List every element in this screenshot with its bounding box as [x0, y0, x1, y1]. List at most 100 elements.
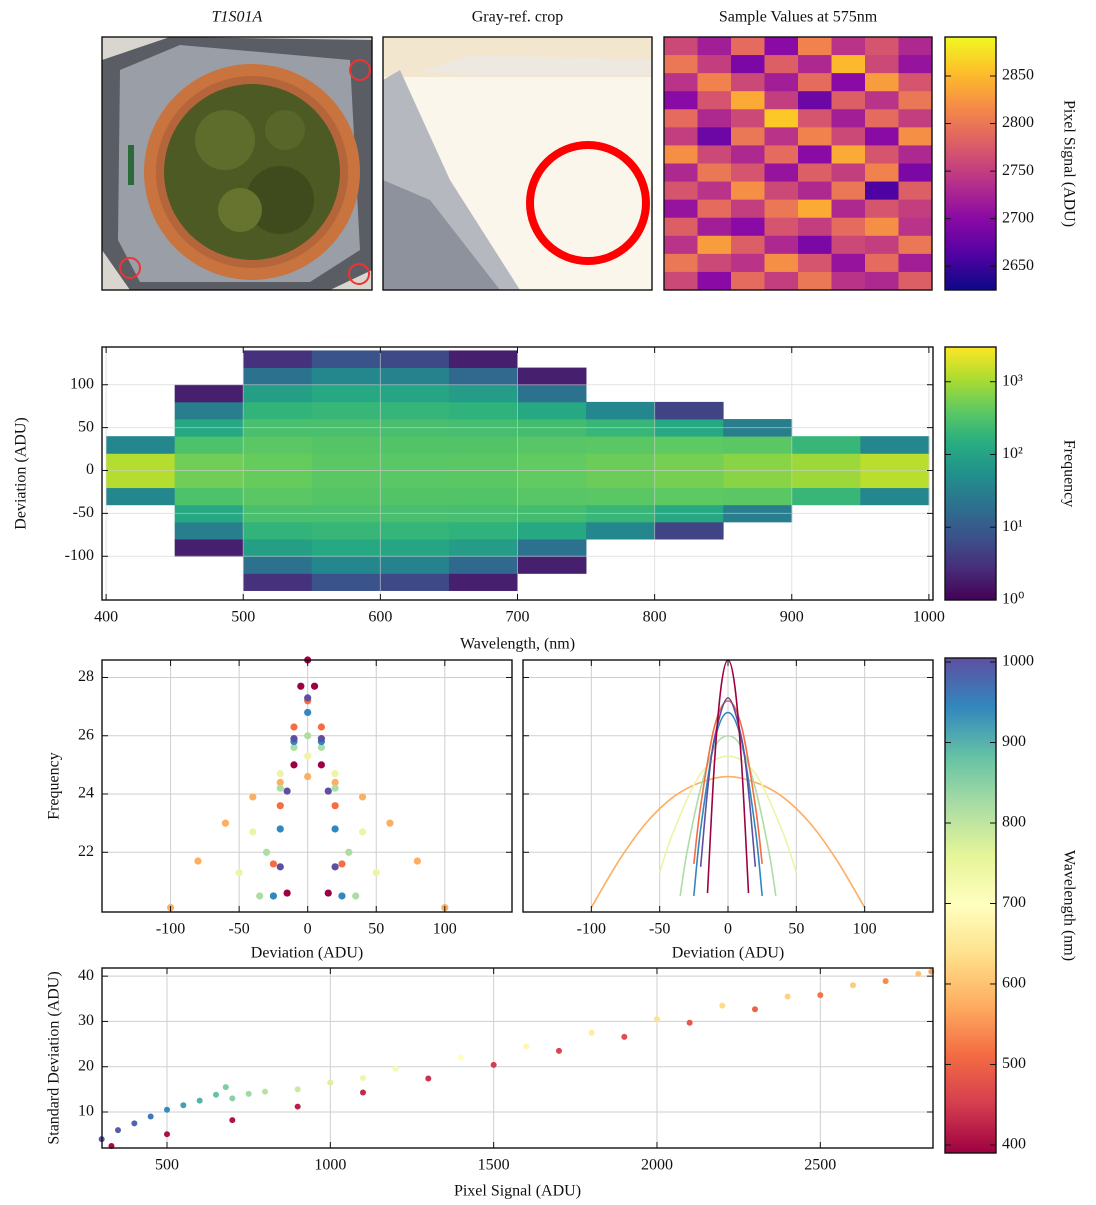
scatter-point [297, 682, 305, 690]
scatter-point [359, 1089, 366, 1096]
heatmap-cell [898, 73, 933, 92]
scatter-point [290, 761, 298, 769]
hist2d-cell [586, 350, 655, 368]
scatter-point [304, 708, 312, 717]
heatmap-cell [831, 73, 866, 92]
heatmap-cell [697, 91, 732, 110]
scatter-point [817, 992, 824, 999]
heatmap-cell [697, 145, 732, 164]
hist2d-cell [174, 470, 244, 489]
heatmap-cell [764, 199, 799, 219]
heatmap-cell [664, 55, 698, 74]
hist2d-cell [792, 539, 861, 557]
hist2d-cell [175, 368, 244, 386]
heatmap-cell [697, 163, 732, 183]
hist2d-cell [174, 384, 244, 403]
hist2d-cell [518, 573, 587, 591]
heatmap-cell [697, 217, 732, 237]
scatter-point [392, 1065, 399, 1072]
heatmap-cell [865, 109, 899, 128]
heatmap-cell [697, 253, 732, 273]
heatmap-cell [865, 271, 899, 291]
x-tick-label: 700 [506, 609, 530, 626]
hist2d-cell [517, 521, 587, 540]
heatmap-cell [865, 91, 899, 110]
hist2d-cell [723, 453, 793, 471]
scatter-point [235, 869, 243, 877]
fit-curve [679, 734, 777, 897]
heatmap-cell [731, 55, 765, 74]
hist2d-cell [860, 470, 930, 489]
hist2d-cell [586, 453, 656, 471]
hist2d-cell [448, 470, 518, 489]
scatter-point [686, 1019, 693, 1026]
hist2d-cell [791, 487, 861, 506]
heatmap-cell [764, 91, 799, 110]
hist2d-cell [792, 573, 861, 591]
heatmap-cell [731, 163, 765, 183]
hist2d-cell [311, 453, 381, 471]
scatter-point [294, 1103, 301, 1110]
hist2d-cell [723, 350, 792, 368]
scatter-point [359, 1075, 366, 1082]
x-tick-label: 1500 [478, 1157, 510, 1174]
hist2d-cell [860, 487, 930, 506]
scatter-point [372, 869, 380, 877]
heatmap-cell [764, 163, 799, 183]
heatmap-cell [697, 235, 732, 255]
scatter-point [324, 889, 332, 897]
scatter-point [269, 860, 278, 868]
hist2d-cell [448, 556, 518, 574]
scatter-point [164, 1131, 171, 1138]
hist2d-cell [311, 521, 381, 540]
scatter-point [283, 787, 291, 795]
hist2d-cell [175, 350, 244, 368]
hist2d-cell [243, 487, 313, 506]
scatter-point [784, 993, 791, 1000]
heatmap-cell [731, 127, 765, 146]
hist2d-cell [106, 470, 176, 489]
hist2d-cell [860, 453, 930, 471]
y-tick-label: 24 [78, 785, 94, 802]
y-tick-label: -100 [65, 547, 94, 564]
hist2d-cell [586, 368, 655, 386]
scatter-point [229, 1095, 236, 1102]
colorbar-tick-label: 900 [1002, 733, 1026, 750]
x-tick-label: -50 [228, 921, 249, 938]
heatmap-cell [731, 73, 765, 92]
x-tick-label: 1000 [314, 1157, 346, 1174]
scatter-point [269, 892, 278, 900]
hist2d-cell [586, 385, 655, 403]
hist2d-cell [792, 402, 861, 420]
scatter-point [310, 682, 319, 690]
heatmap-cell [697, 199, 732, 219]
photo-frame [382, 36, 653, 291]
scatter-point [317, 743, 325, 751]
hist2d-cell [174, 401, 244, 420]
colorbar-tick-label: 2750 [1002, 162, 1034, 179]
scatter-point [229, 1117, 236, 1124]
scatter-point [324, 787, 332, 795]
hist2d-cell [655, 539, 724, 557]
scatter-point [276, 784, 284, 792]
scatter-point [262, 848, 271, 856]
heatmap-cell [697, 37, 732, 56]
heatmap-cell [898, 37, 933, 56]
hist2d-cell [243, 573, 313, 591]
scatter-point [276, 802, 284, 810]
heatmap-cell [798, 91, 832, 110]
hist2d-cell [311, 350, 381, 368]
hist2d-cell [380, 573, 450, 591]
heatmap-cell [798, 163, 832, 183]
hist2d-cell [860, 522, 929, 540]
heatmap-cell [798, 55, 832, 74]
heatmap-cell [831, 217, 866, 237]
hist2d-cell [792, 350, 861, 368]
colorbar-label: Frequency [1060, 440, 1077, 508]
scatter-point [194, 857, 202, 865]
heatmap-cell [764, 55, 799, 74]
hist2d-cell [517, 453, 587, 471]
heatmap-cell [731, 271, 765, 291]
hist2d-cell [723, 487, 793, 506]
photo-frame [101, 36, 373, 291]
